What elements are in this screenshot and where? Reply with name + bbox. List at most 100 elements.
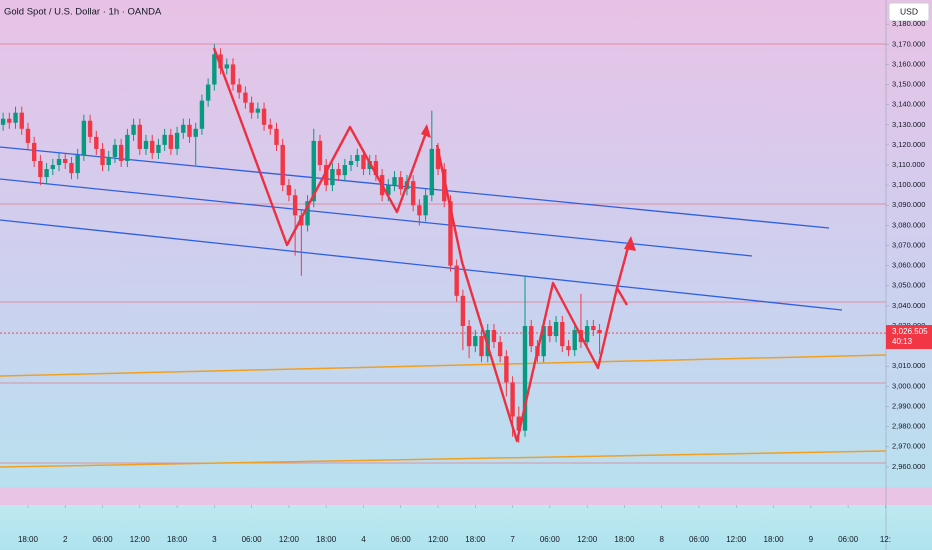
- candle-body: [460, 295, 466, 327]
- candle-body: [305, 201, 310, 226]
- candle-body: [243, 92, 248, 103]
- y-tick-label: 3,100.000: [892, 180, 925, 189]
- x-tick-label: 7: [510, 535, 515, 544]
- candle-body: [137, 124, 142, 149]
- candle-body: [212, 54, 217, 85]
- candle-body: [268, 124, 273, 129]
- candle-body: [311, 140, 316, 202]
- candle-body: [336, 169, 341, 176]
- candle-body: [168, 134, 174, 149]
- y-tick-label: 3,080.000: [892, 220, 925, 229]
- x-tick-label: 12:00: [428, 535, 449, 544]
- support-line: [0, 450, 887, 468]
- candle-body: [19, 112, 24, 129]
- x-tick-label: 06:00: [242, 535, 263, 544]
- candle-body: [112, 144, 118, 157]
- candle-body: [0, 118, 6, 125]
- candle-body: [454, 265, 459, 296]
- candle-body: [584, 326, 590, 343]
- y-tick-label: 2,960.000: [892, 462, 925, 471]
- candle-body: [13, 112, 18, 123]
- zigzag: [212, 47, 429, 247]
- candle-body: [81, 120, 87, 155]
- candle-body: [75, 154, 80, 174]
- y-tick-label: 3,010.000: [892, 361, 925, 370]
- support-line: [0, 354, 887, 377]
- x-tick-label: 18:00: [167, 535, 188, 544]
- candle-body: [491, 330, 497, 343]
- x-tick-label: 18:00: [18, 535, 39, 544]
- candle-body: [429, 148, 435, 196]
- trend-line: [0, 178, 753, 257]
- x-tick-label: 9: [809, 535, 814, 544]
- candle-body: [466, 326, 472, 347]
- candle-body: [106, 156, 111, 166]
- candle-body: [162, 134, 167, 145]
- y-tick-label: 3,150.000: [892, 80, 925, 89]
- candle-body: [63, 158, 68, 164]
- y-tick-label: 3,070.000: [892, 240, 925, 249]
- candle-body: [348, 160, 354, 166]
- countdown-label: 40:13: [892, 337, 913, 346]
- candle-body: [230, 64, 236, 85]
- y-tick-label: 3,090.000: [892, 200, 925, 209]
- x-tick-label: 8: [659, 535, 664, 544]
- arrow-head: [624, 236, 636, 251]
- x-tick-label: 06:00: [93, 535, 114, 544]
- candle-body: [87, 120, 93, 137]
- candle-body: [410, 181, 416, 206]
- bottom-band: [0, 487, 932, 505]
- candle-body: [442, 169, 447, 202]
- candle-body: [125, 134, 130, 161]
- candle-body: [392, 177, 397, 186]
- candle-body: [591, 326, 596, 331]
- x-tick-label: 06:00: [689, 535, 710, 544]
- candle-body: [255, 108, 261, 113]
- x-tick-label: 12:00: [726, 535, 747, 544]
- candle-body: [355, 154, 360, 161]
- candle-body: [237, 84, 242, 93]
- candle-body: [94, 136, 99, 149]
- trend-line: [0, 219, 843, 311]
- candle-body: [7, 118, 12, 123]
- candle-body: [448, 201, 453, 266]
- candle-body: [522, 326, 528, 431]
- candle-body: [38, 160, 43, 178]
- candle-body: [361, 154, 366, 170]
- candle-body: [69, 163, 74, 174]
- candle-body: [274, 128, 279, 145]
- candle-body: [553, 321, 559, 337]
- candle-body: [504, 356, 509, 383]
- candle-body: [417, 205, 422, 216]
- y-tick-label: 3,060.000: [892, 261, 925, 270]
- x-tick-label: 18:00: [465, 535, 486, 544]
- candle-body: [510, 382, 515, 417]
- candle-body: [44, 169, 49, 178]
- y-tick-label: 2,990.000: [892, 401, 925, 410]
- x-tick-label: 12:00: [130, 535, 151, 544]
- currency-label[interactable]: USD: [900, 6, 918, 16]
- candle-body: [100, 148, 105, 166]
- x-tick-label: 12:00: [279, 535, 300, 544]
- time-axis-area: [0, 505, 932, 550]
- projection-drawing: [212, 47, 636, 443]
- candle-body: [323, 165, 329, 186]
- candle-body: [193, 128, 198, 137]
- y-tick-label: 3,050.000: [892, 281, 925, 290]
- candle-body: [435, 148, 441, 170]
- y-tick-label: 3,040.000: [892, 301, 925, 310]
- candle-body: [566, 346, 571, 351]
- candle-body: [174, 132, 180, 149]
- y-tick-label: 3,170.000: [892, 39, 925, 48]
- candle-body: [423, 195, 428, 216]
- x-tick-label: 18:00: [316, 535, 337, 544]
- candle-body: [249, 102, 254, 113]
- x-tick-label: 12:: [880, 535, 891, 544]
- candle-body: [56, 158, 62, 166]
- x-tick-label: 12:00: [577, 535, 598, 544]
- y-tick-label: 3,120.000: [892, 140, 925, 149]
- y-tick-label: 3,180.000: [892, 19, 925, 28]
- currency-button[interactable]: [888, 2, 930, 22]
- candle-body: [292, 195, 298, 216]
